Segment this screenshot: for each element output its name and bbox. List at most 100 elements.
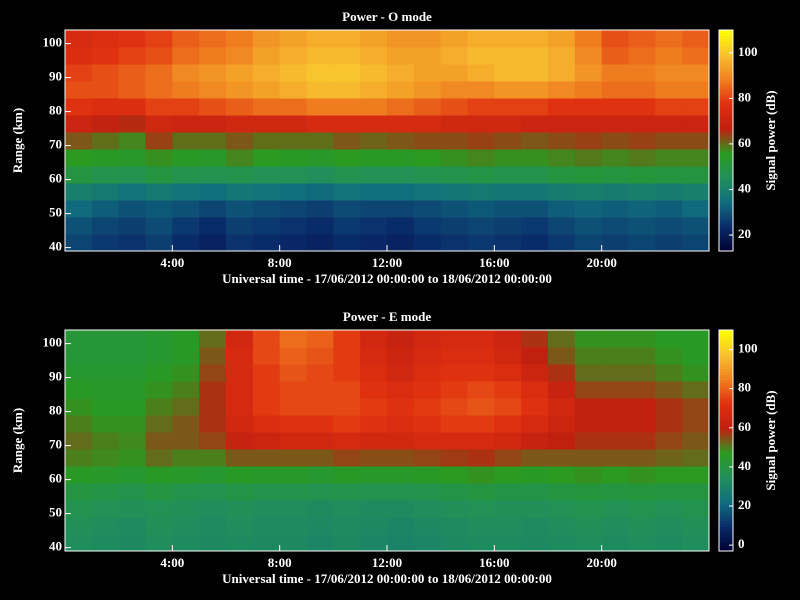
colorbar-step bbox=[719, 335, 733, 339]
heatmap-cell bbox=[387, 30, 415, 48]
colorbar-step bbox=[719, 90, 733, 95]
x-tick-label: 16:00 bbox=[479, 555, 509, 570]
heatmap-cell bbox=[199, 132, 227, 150]
heatmap-cell bbox=[360, 149, 388, 167]
colorbar-step bbox=[719, 534, 733, 538]
heatmap-cell bbox=[279, 534, 307, 552]
heatmap-cell bbox=[333, 234, 361, 252]
heatmap-cell bbox=[360, 432, 388, 450]
heatmap-cell bbox=[333, 81, 361, 99]
heatmap-cell bbox=[655, 347, 683, 365]
heatmap-cell bbox=[65, 381, 93, 399]
colorbar-step bbox=[719, 492, 733, 497]
heatmap-cell bbox=[360, 64, 388, 82]
heatmap-cell bbox=[628, 149, 656, 167]
heatmap-cell bbox=[440, 64, 468, 82]
heatmap-cell bbox=[413, 166, 442, 184]
heatmap-cell bbox=[65, 517, 93, 535]
heatmap-cell bbox=[252, 132, 281, 150]
heatmap-cell bbox=[172, 166, 200, 184]
heatmap-cell bbox=[628, 415, 656, 433]
heatmap-cell bbox=[91, 381, 120, 399]
heatmap-cell bbox=[413, 98, 442, 116]
heatmap-cell bbox=[387, 364, 415, 382]
heatmap-cell bbox=[574, 234, 603, 252]
heatmap-cell bbox=[548, 115, 576, 133]
heatmap-cell bbox=[574, 381, 603, 399]
heatmap-cell bbox=[521, 517, 549, 535]
heatmap-cell bbox=[548, 47, 576, 65]
colorbar-step bbox=[719, 426, 733, 430]
heatmap-cell bbox=[360, 183, 388, 201]
heatmap-cell bbox=[91, 47, 120, 65]
colorbar-step bbox=[719, 220, 733, 224]
heatmap-cell bbox=[306, 364, 334, 382]
heatmap-cell bbox=[467, 364, 495, 382]
colorbar-step bbox=[719, 523, 733, 527]
heatmap-cell bbox=[279, 64, 307, 82]
heatmap-cell bbox=[118, 149, 146, 167]
heatmap-cell bbox=[360, 330, 388, 348]
heatmap-cell bbox=[413, 500, 442, 518]
colorbar bbox=[719, 330, 733, 552]
heatmap-cell bbox=[145, 500, 173, 518]
heatmap-cell bbox=[574, 47, 603, 65]
heatmap-cell bbox=[574, 483, 603, 501]
heatmap-cell bbox=[226, 183, 254, 201]
heatmap-cell bbox=[172, 483, 200, 501]
heatmap-cell bbox=[199, 381, 227, 399]
heatmap-cell bbox=[682, 166, 710, 184]
heatmap-cell bbox=[226, 234, 254, 252]
colorbar-step bbox=[719, 418, 733, 422]
heatmap-cell bbox=[172, 398, 200, 416]
x-tick-label: 4:00 bbox=[160, 255, 184, 270]
colorbar-step bbox=[719, 71, 733, 75]
heatmap-cell bbox=[91, 534, 120, 552]
heatmap-cell bbox=[574, 183, 603, 201]
heatmap-cell bbox=[118, 234, 146, 252]
heatmap-cell bbox=[655, 200, 683, 218]
heatmap-cell bbox=[467, 483, 495, 501]
colorbar-step bbox=[719, 407, 733, 411]
heatmap-cell bbox=[682, 98, 710, 116]
heatmap-cell bbox=[91, 166, 120, 184]
colorbar-step bbox=[719, 237, 733, 241]
heatmap-cell bbox=[440, 200, 468, 218]
colorbar-step bbox=[719, 82, 733, 86]
y-tick-label: 90 bbox=[49, 69, 62, 84]
heatmap-cell bbox=[521, 132, 549, 150]
heatmap-cell bbox=[91, 364, 120, 382]
colorbar-step bbox=[719, 162, 733, 166]
colorbar-step bbox=[719, 115, 733, 119]
heatmap-cell bbox=[413, 398, 442, 416]
heatmap-cell bbox=[91, 330, 120, 348]
heatmap-cell bbox=[413, 132, 442, 150]
heatmap-cell bbox=[574, 217, 603, 235]
heatmap-cell bbox=[628, 64, 656, 82]
heatmap-cell bbox=[65, 415, 93, 433]
y-tick-label: 50 bbox=[49, 505, 62, 520]
heatmap-cell bbox=[252, 200, 281, 218]
heatmap-cell bbox=[521, 217, 549, 235]
colorbar-step bbox=[719, 379, 733, 383]
heatmap-cell bbox=[65, 483, 93, 501]
x-tick-label: 8:00 bbox=[268, 255, 292, 270]
heatmap-cell bbox=[682, 381, 710, 399]
heatmap-cell bbox=[226, 364, 254, 382]
colorbar-step bbox=[719, 104, 733, 108]
chart-title: Power - O mode bbox=[342, 9, 432, 24]
colorbar-step bbox=[719, 132, 733, 136]
heatmap-cell bbox=[118, 115, 146, 133]
heatmap-cell bbox=[440, 483, 468, 501]
heatmap-cell bbox=[252, 398, 281, 416]
heatmap-cell bbox=[387, 500, 415, 518]
heatmap-cell bbox=[440, 415, 468, 433]
colorbar-step bbox=[719, 537, 733, 541]
heatmap-cell bbox=[387, 47, 415, 65]
heatmap-cell bbox=[440, 132, 468, 150]
heatmap-cell bbox=[655, 364, 683, 382]
heatmap-cell bbox=[601, 47, 629, 65]
heatmap-cell bbox=[494, 483, 522, 501]
heatmap-cell bbox=[360, 200, 388, 218]
heatmap-cell bbox=[467, 47, 495, 65]
